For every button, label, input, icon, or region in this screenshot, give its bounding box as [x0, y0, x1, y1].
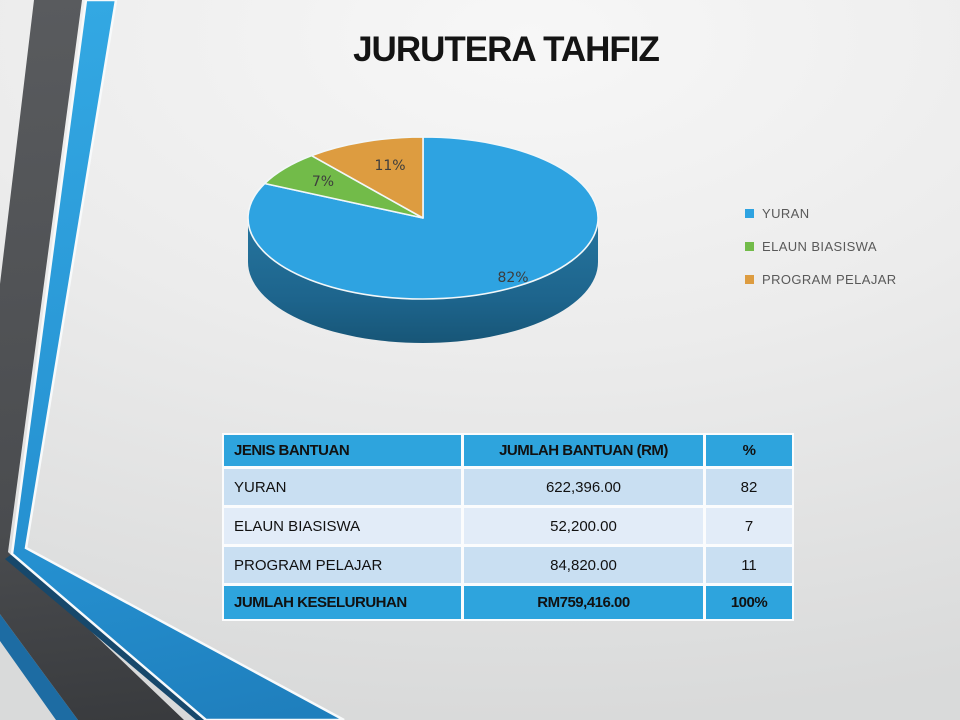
table-cell: 622,396.00 [464, 469, 703, 505]
table-cell: ELAUN BIASISWA [224, 508, 461, 544]
table-cell: % [706, 435, 792, 466]
legend-swatch-program-pelajar [745, 275, 754, 284]
table-cell: RM759,416.00 [464, 586, 703, 619]
chart-legend: YURAN ELAUN BIASISWA PROGRAM PELAJAR [745, 203, 897, 302]
table-cell: JUMLAH KESELURUHAN [224, 586, 461, 619]
table-cell: JUMLAH BANTUAN (RM) [464, 435, 703, 466]
table-row-data-2: PROGRAM PELAJAR 84,820.00 11 [224, 547, 792, 583]
legend-label-elaun-biasiswa: ELAUN BIASISWA [762, 239, 877, 254]
table-cell: PROGRAM PELAJAR [224, 547, 461, 583]
stripe-blue [10, 0, 345, 720]
pie-label-elaun-biasiswa: 7% [312, 174, 334, 190]
legend-label-program-pelajar: PROGRAM PELAJAR [762, 272, 897, 287]
table-cell: 11 [706, 547, 792, 583]
legend-swatch-yuran [745, 209, 754, 218]
table-cell: 100% [706, 586, 792, 619]
table-row-header: JENIS BANTUAN JUMLAH BANTUAN (RM)% [224, 435, 792, 466]
table-cell: 52,200.00 [464, 508, 703, 544]
table-cell: JENIS BANTUAN [224, 435, 461, 466]
summary-table: JENIS BANTUAN JUMLAH BANTUAN (RM)% YURAN 62… [222, 433, 794, 621]
pie-slice-program-pelajar [310, 136, 424, 219]
table-cell: YURAN [224, 469, 461, 505]
table-row-data-1: ELAUN BIASISWA 52,200.00 7 [224, 508, 792, 544]
legend-label-yuran: YURAN [762, 206, 810, 221]
pie-label-program-pelajar: 11% [374, 158, 405, 174]
table-cell: 7 [706, 508, 792, 544]
legend-swatch-elaun-biasiswa [745, 242, 754, 251]
slide-title: JURUTERA TAHFIZ [353, 30, 660, 69]
table-row-total: JUMLAH KESELURUHAN RM759,416.00 100% [224, 586, 792, 619]
stripe-gray [0, 0, 184, 720]
legend-item-elaun-biasiswa: ELAUN BIASISWA [745, 236, 897, 257]
table-cell: 82 [706, 469, 792, 505]
table-row-data-0: YURAN 622,396.00 82 [224, 469, 792, 505]
legend-item-yuran: YURAN [745, 203, 897, 224]
pie-side-wall [248, 218, 598, 343]
table-cell: 84,820.00 [464, 547, 703, 583]
legend-item-program-pelajar: PROGRAM PELAJAR [745, 269, 897, 290]
pie-label-yuran: 82% [497, 270, 528, 286]
